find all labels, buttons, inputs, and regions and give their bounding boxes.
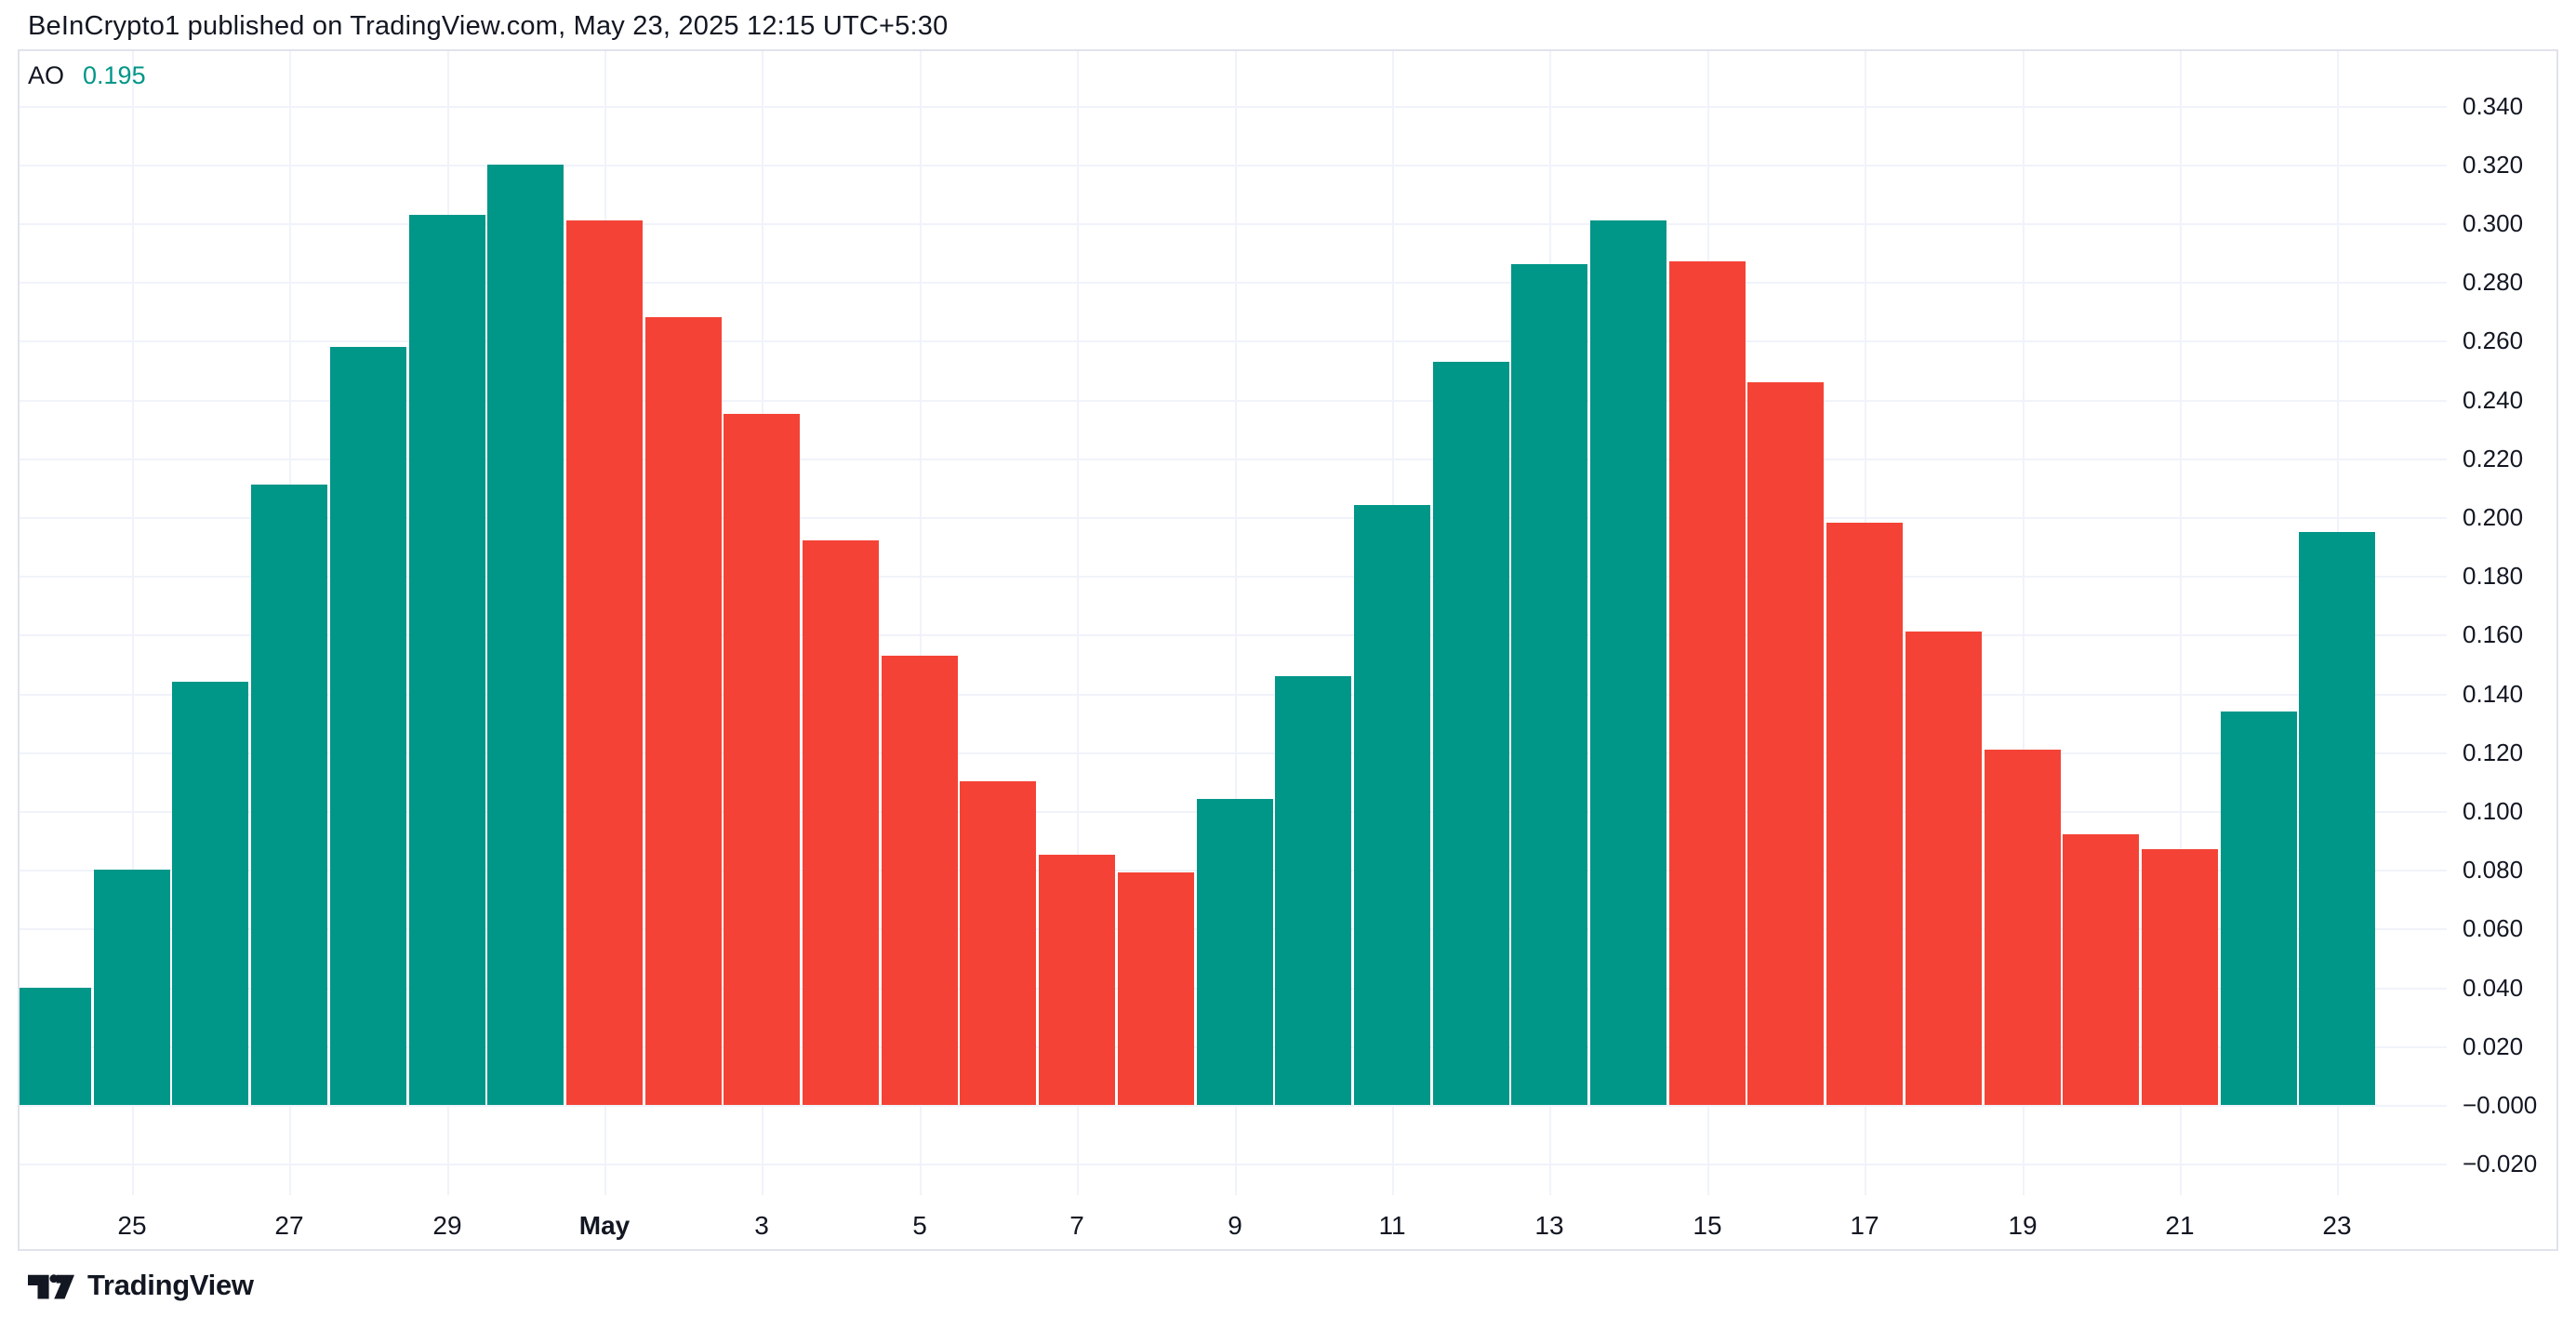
- ao-bar: [1275, 676, 1351, 1105]
- indicator-legend[interactable]: AO 0.195: [28, 61, 146, 90]
- y-grid-line: [20, 576, 2447, 578]
- y-grid-line: [20, 340, 2447, 342]
- ao-bar: [20, 988, 91, 1105]
- x-grid-line: [2180, 51, 2182, 1195]
- y-grid-line: [20, 517, 2447, 519]
- x-tick-label: 29: [432, 1211, 462, 1240]
- x-grid-line: [1077, 51, 1079, 1195]
- x-tick-label: 19: [2008, 1211, 2038, 1240]
- tradingview-logo-icon: [28, 1267, 74, 1304]
- ao-bar: [1747, 382, 1824, 1105]
- ao-bar: [2142, 849, 2218, 1105]
- ao-bar: [409, 215, 485, 1105]
- x-tick-label: 9: [1228, 1211, 1242, 1240]
- y-tick-label: 0.260: [2463, 326, 2524, 354]
- y-tick-label: 0.100: [2463, 797, 2524, 825]
- y-tick-label: 0.200: [2463, 503, 2524, 531]
- indicator-value: 0.195: [83, 61, 146, 89]
- ao-bar: [487, 165, 564, 1105]
- ao-bar: [94, 870, 170, 1105]
- y-tick-label: 0.160: [2463, 620, 2524, 648]
- y-tick-label: 0.280: [2463, 268, 2524, 296]
- y-tick-label: −0.000: [2463, 1091, 2538, 1119]
- ao-bar: [960, 781, 1036, 1105]
- x-tick-label: 11: [1378, 1211, 1406, 1240]
- y-tick-label: 0.020: [2463, 1032, 2524, 1060]
- ao-bar: [566, 220, 643, 1105]
- ao-bar: [330, 347, 406, 1105]
- y-grid-line: [20, 165, 2447, 166]
- x-tick-label: 21: [2165, 1211, 2195, 1240]
- y-grid-line: [20, 752, 2447, 754]
- y-tick-label: 0.240: [2463, 386, 2524, 414]
- chart-frame: [18, 49, 2558, 1251]
- y-tick-label: 0.140: [2463, 680, 2524, 708]
- x-tick-label: 5: [912, 1211, 927, 1240]
- y-grid-line: [20, 400, 2447, 402]
- y-tick-label: 0.180: [2463, 562, 2524, 590]
- ao-bar: [645, 317, 722, 1105]
- y-tick-label: 0.220: [2463, 445, 2524, 472]
- y-tick-label: 0.320: [2463, 151, 2524, 179]
- ao-bar: [2063, 834, 2139, 1105]
- x-tick-label: 17: [1850, 1211, 1879, 1240]
- x-grid-line: [1235, 51, 1237, 1195]
- ao-bar: [2221, 712, 2297, 1105]
- x-tick-label: 15: [1693, 1211, 1722, 1240]
- x-tick-label: 23: [2322, 1211, 2352, 1240]
- y-tick-label: 0.060: [2463, 914, 2524, 942]
- x-grid-line: [2023, 51, 2025, 1195]
- ao-bar: [1354, 505, 1430, 1105]
- ao-bar: [1433, 362, 1509, 1105]
- ao-bar: [882, 656, 958, 1105]
- indicator-name: AO: [28, 61, 65, 89]
- y-tick-label: 0.040: [2463, 974, 2524, 1002]
- x-tick-label: May: [578, 1211, 631, 1240]
- y-grid-line: [20, 223, 2447, 225]
- x-tick-label: 3: [754, 1211, 769, 1240]
- ao-bar: [1985, 750, 2061, 1105]
- y-grid-line: [20, 106, 2447, 108]
- y-tick-label: 0.300: [2463, 209, 2524, 237]
- ao-bar: [1511, 264, 1587, 1105]
- y-tick-label: 0.340: [2463, 92, 2524, 120]
- ao-bar: [1590, 220, 1666, 1105]
- x-tick-label: 27: [274, 1211, 304, 1240]
- ao-bar: [1118, 872, 1194, 1105]
- ao-bar: [1905, 632, 1982, 1105]
- ao-bar: [724, 414, 800, 1105]
- attribution-text: BeInCrypto1 published on TradingView.com…: [28, 11, 949, 41]
- ao-bar: [251, 485, 327, 1105]
- ao-bar: [1826, 523, 1903, 1105]
- ao-bar: [2299, 532, 2375, 1105]
- ao-bar: [1669, 261, 1746, 1105]
- y-grid-line: [20, 459, 2447, 460]
- y-grid-line: [20, 1164, 2447, 1165]
- y-tick-label: 0.080: [2463, 856, 2524, 884]
- ao-bar: [1039, 855, 1115, 1105]
- tradingview-wordmark: TradingView: [87, 1269, 254, 1301]
- x-tick-label: 7: [1069, 1211, 1084, 1240]
- y-grid-line: [20, 1105, 2447, 1107]
- y-grid-line: [20, 694, 2447, 696]
- y-grid-line: [20, 634, 2447, 636]
- x-tick-label: 25: [117, 1211, 147, 1240]
- ao-bar: [172, 682, 248, 1105]
- ao-bar: [803, 540, 879, 1105]
- y-tick-label: 0.120: [2463, 738, 2524, 766]
- y-tick-label: −0.020: [2463, 1150, 2538, 1177]
- y-grid-line: [20, 282, 2447, 284]
- x-grid-line: [132, 51, 134, 1195]
- tradingview-logo-link[interactable]: TradingView: [28, 1267, 254, 1304]
- ao-bar: [1197, 799, 1273, 1105]
- x-grid-line: [920, 51, 922, 1195]
- x-tick-label: 13: [1534, 1211, 1564, 1240]
